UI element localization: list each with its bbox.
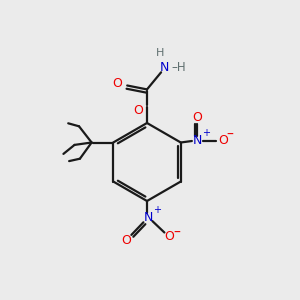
Text: –H: –H bbox=[172, 61, 186, 74]
Text: +: + bbox=[202, 128, 210, 138]
Text: O: O bbox=[218, 134, 228, 148]
Text: O: O bbox=[134, 104, 143, 117]
Text: O: O bbox=[192, 111, 202, 124]
Text: N: N bbox=[193, 134, 202, 148]
Text: N: N bbox=[160, 61, 169, 74]
Text: O: O bbox=[122, 233, 131, 247]
Text: H: H bbox=[156, 48, 164, 59]
Text: N: N bbox=[143, 211, 153, 224]
Text: –: – bbox=[173, 226, 180, 239]
Text: O: O bbox=[112, 77, 122, 90]
Text: O: O bbox=[165, 230, 174, 244]
Text: +: + bbox=[153, 205, 160, 215]
Text: –: – bbox=[226, 128, 233, 141]
